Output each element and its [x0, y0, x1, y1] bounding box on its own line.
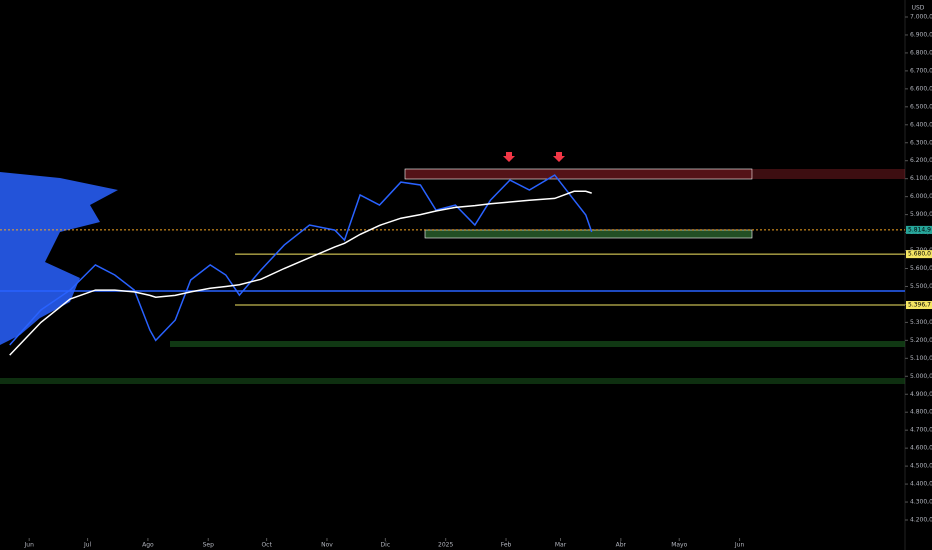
y-tick-label: 6.200,0: [910, 157, 932, 164]
x-tick-label: Feb: [501, 542, 512, 549]
x-tick-label: 2025: [438, 542, 453, 549]
x-tick-label: Oct: [261, 542, 272, 549]
price-tag: [906, 250, 932, 259]
demand-zone: [170, 341, 905, 347]
support-zone: [424, 229, 753, 239]
y-tick-label: 5.100,0: [910, 355, 932, 362]
price-tag: [906, 301, 932, 310]
demand-zone: [0, 378, 905, 384]
x-tick-label: Abr: [616, 542, 627, 549]
x-tick-label: Mar: [555, 542, 567, 549]
x-tick-label: Jun: [734, 542, 745, 549]
price-tag: [906, 225, 932, 234]
y-tick-label: 4.900,0: [910, 391, 932, 398]
y-tick-label: 6.000,0: [910, 193, 932, 200]
y-tick-label: 6.500,0: [910, 103, 932, 110]
y-tick-label: 6.900,0: [910, 31, 932, 38]
x-tick-label: Dic: [381, 542, 391, 549]
y-tick-label: 4.800,0: [910, 409, 932, 416]
arrow: [503, 152, 515, 162]
y-tick-label: 6.700,0: [910, 67, 932, 74]
y-tick-label: 5.000,0: [910, 373, 932, 380]
x-tick-label: Jul: [83, 542, 92, 549]
y-tick-label: 6.100,0: [910, 175, 932, 182]
y-tick-label: 6.800,0: [910, 49, 932, 56]
y-tick-label: 4.600,0: [910, 445, 932, 452]
price-line: [9, 190, 592, 356]
y-tick-label: 6.600,0: [910, 85, 932, 92]
currency: USD: [912, 5, 925, 12]
price-tag-label: 5.680,0: [908, 251, 931, 258]
y-tick-label: 5.600,0: [910, 265, 932, 272]
y-tick-label: 5.200,0: [910, 337, 932, 344]
y-tick-label: 7.000,0: [910, 14, 932, 21]
x-tick-label: Jun: [24, 542, 35, 549]
y-tick-label: 5.500,0: [910, 283, 932, 290]
price-line: [9, 174, 593, 346]
price-tag-label: 5.814,9: [908, 226, 931, 233]
x-tick-label: Ago: [142, 542, 154, 549]
x-tick-label: Nov: [321, 542, 333, 549]
y-tick-label: 6.400,0: [910, 121, 932, 128]
y-tick-label: 4.300,0: [910, 499, 932, 506]
price-tag-label: 5.396,7: [908, 302, 931, 309]
x-tick-label: Mayo: [671, 542, 687, 549]
y-tick-label: 4.700,0: [910, 427, 932, 434]
y-tick-label: 4.200,0: [910, 517, 932, 524]
y-tick-label: 4.500,0: [910, 463, 932, 470]
volume-profile: [0, 172, 118, 345]
resistance-zone: [404, 168, 753, 180]
x-tick-label: Sep: [203, 542, 215, 549]
resistance-zone-ext: [752, 169, 905, 179]
y-tick-label: 5.900,0: [910, 211, 932, 218]
y-tick-label: 5.300,0: [910, 319, 932, 326]
y-tick-label: 4.400,0: [910, 481, 932, 488]
arrow: [553, 152, 565, 162]
y-tick-label: 6.300,0: [910, 139, 932, 146]
